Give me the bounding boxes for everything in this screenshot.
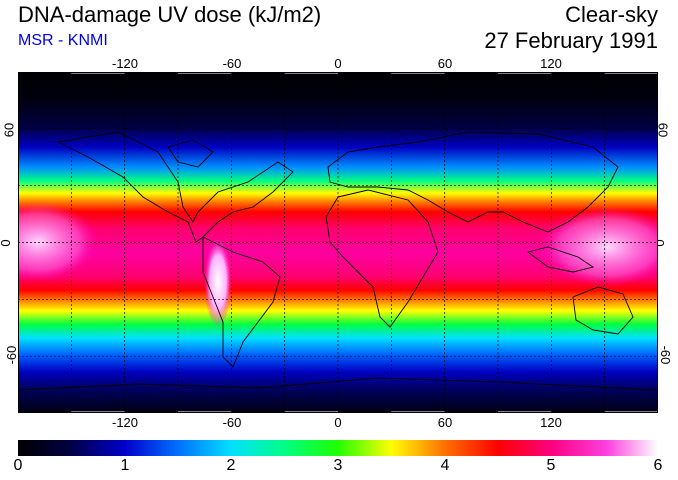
north-america-coast	[56, 131, 294, 243]
coastlines	[18, 131, 658, 391]
africa-coast	[325, 189, 439, 328]
australia-coast	[572, 286, 634, 335]
lon-tick-bottom-120: 120	[540, 415, 562, 430]
lon-tick-bottom-minus120: -120	[111, 415, 139, 430]
lon-tick-top-0: 0	[334, 56, 342, 71]
colorbar-label-1: 1	[120, 457, 130, 474]
map-border	[18, 72, 658, 413]
uv-dose-map	[18, 72, 658, 413]
indonesia-coast	[526, 246, 595, 273]
colorbar-gradient	[18, 440, 658, 456]
colorbar-label-5: 5	[546, 457, 556, 474]
west-pacific-high-area	[538, 207, 658, 287]
map-title: DNA-damage UV dose (kJ/m2)	[18, 2, 322, 27]
uv-dose-field	[18, 72, 658, 413]
lon-tick-bottom-60: 60	[437, 415, 453, 430]
colorbar-label-6: 6	[653, 457, 663, 474]
map-source: MSR - KNMI	[18, 32, 108, 49]
andes-high-area	[204, 237, 232, 327]
lat-tick-left-60: 60	[1, 122, 17, 138]
colorbar	[18, 440, 658, 456]
lon-tick-bottom-minus60: -60	[222, 415, 242, 430]
lat-tick-left-0: 0	[0, 239, 13, 246]
colorbar-label-2: 2	[226, 457, 236, 474]
colorbar-label-0: 0	[13, 457, 23, 474]
antarctica-coast	[18, 377, 658, 391]
eurasia-coast	[327, 131, 619, 233]
lon-tick-bottom-0: 0	[334, 415, 342, 430]
lon-tick-top-120: 120	[540, 56, 562, 71]
lat-tick-left-minus60: -60	[3, 345, 19, 365]
lon-tick-top-minus120: -120	[111, 56, 139, 71]
colorbar-label-4: 4	[440, 457, 450, 474]
lon-tick-top-minus60: -60	[222, 56, 242, 71]
lon-tick-top-60: 60	[437, 56, 453, 71]
graticule	[18, 72, 658, 413]
greenland-coast	[167, 139, 214, 168]
sky-condition: Clear-sky	[565, 2, 658, 27]
pacific-high-area	[18, 202, 98, 282]
south-america-coast	[202, 236, 281, 368]
lat-tick-right-minus60: -60	[657, 345, 673, 365]
map-date: 27 February 1991	[484, 28, 658, 53]
colorbar-label-3: 3	[333, 457, 343, 474]
